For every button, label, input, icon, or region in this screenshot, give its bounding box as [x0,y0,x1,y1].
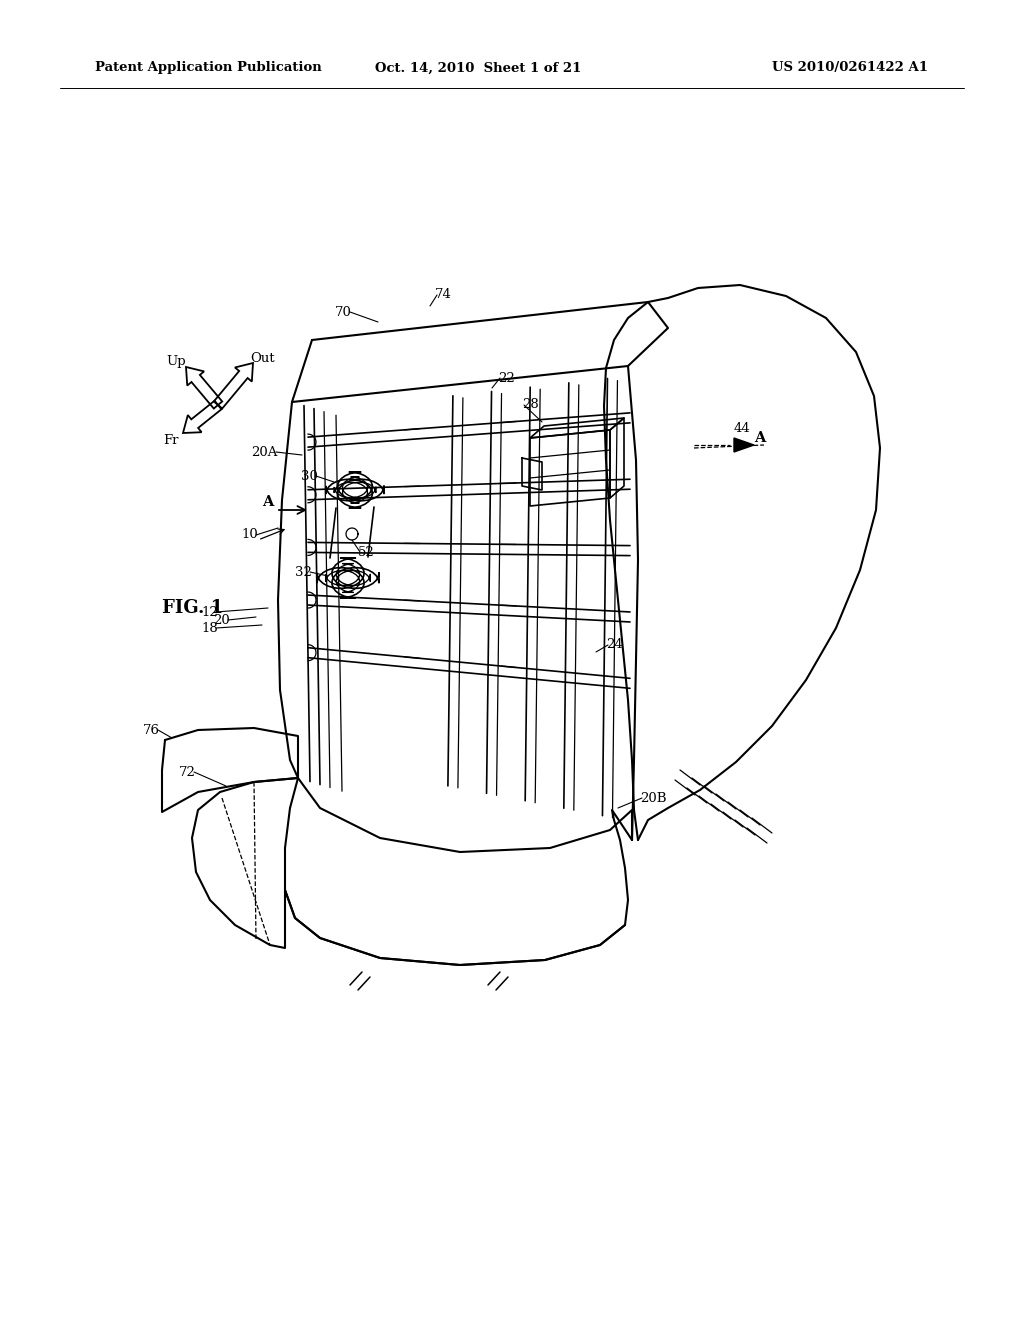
Text: 32: 32 [295,565,312,578]
Text: 44: 44 [734,421,751,434]
Text: A: A [262,495,273,510]
Text: 28: 28 [522,399,539,412]
Text: 20: 20 [213,614,230,627]
Text: 18: 18 [202,622,218,635]
Text: 12: 12 [202,606,218,619]
Text: 22: 22 [498,371,515,384]
Text: 20B: 20B [640,792,667,804]
Text: 76: 76 [143,723,160,737]
Text: Patent Application Publication: Patent Application Publication [95,62,322,74]
Text: US 2010/0261422 A1: US 2010/0261422 A1 [772,62,928,74]
Text: A: A [755,432,766,445]
Text: 30: 30 [301,470,318,483]
Text: 52: 52 [358,545,375,558]
Polygon shape [734,438,754,451]
Text: 20A: 20A [252,446,278,458]
Text: 72: 72 [179,766,196,779]
Text: Oct. 14, 2010  Sheet 1 of 21: Oct. 14, 2010 Sheet 1 of 21 [375,62,582,74]
Text: 24: 24 [606,639,623,652]
Text: 74: 74 [435,289,452,301]
Text: Out: Out [251,351,275,364]
Text: Up: Up [166,355,185,368]
Text: Fr: Fr [163,434,179,447]
Text: FIG. 1: FIG. 1 [162,599,223,616]
Text: 10: 10 [242,528,258,541]
Text: 70: 70 [335,305,352,318]
